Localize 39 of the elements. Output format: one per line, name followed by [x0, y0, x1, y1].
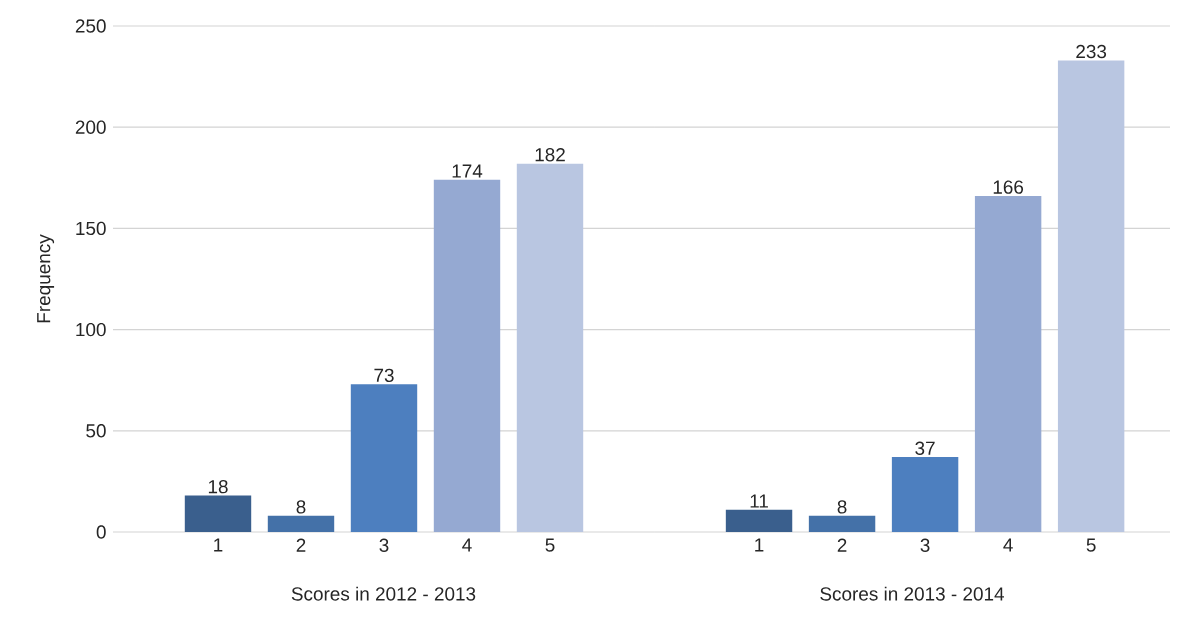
data-label: 73 — [374, 368, 394, 383]
y-tick-label: 0 — [96, 525, 106, 539]
x-tick-label: 3 — [920, 538, 930, 552]
data-label: 8 — [837, 500, 847, 514]
y-tick-label: 150 — [76, 221, 106, 236]
bar — [974, 196, 1042, 532]
x-tick-label: 2 — [837, 538, 847, 552]
y-tick-label: 100 — [76, 322, 106, 337]
x-tick-label: 5 — [1086, 538, 1096, 552]
x-tick-label: 1 — [214, 538, 223, 552]
x-axis-title: Scores in 2013 - 2014 — [820, 586, 1005, 601]
bar — [725, 509, 793, 532]
y-tick-label: 50 — [86, 424, 106, 438]
x-tick-label: 4 — [462, 538, 472, 552]
x-axis-title: Scores in 2012 - 2013 — [291, 586, 476, 601]
y-tick-label: 250 — [75, 19, 106, 33]
bar — [1057, 60, 1125, 532]
data-label: 8 — [296, 500, 306, 514]
bar — [267, 515, 335, 532]
bar — [184, 495, 252, 532]
data-label: 182 — [535, 148, 565, 162]
bar — [891, 457, 959, 532]
data-label: 11 — [750, 494, 768, 508]
bar — [350, 384, 418, 532]
data-label: 166 — [993, 180, 1024, 194]
data-label: 18 — [208, 479, 228, 494]
x-tick-label: 3 — [379, 538, 389, 552]
x-tick-label: 5 — [545, 538, 555, 552]
data-label: 174 — [452, 164, 483, 178]
bar — [808, 515, 876, 532]
x-tick-label: 2 — [296, 538, 306, 552]
bar — [433, 179, 501, 532]
bar — [516, 163, 584, 532]
data-label: 233 — [1076, 44, 1107, 59]
y-tick-label: 200 — [75, 120, 106, 134]
x-tick-label: 4 — [1003, 538, 1013, 552]
data-label: 37 — [915, 441, 935, 455]
x-tick-label: 1 — [755, 538, 764, 552]
y-axis-title: Frequency — [37, 234, 55, 323]
